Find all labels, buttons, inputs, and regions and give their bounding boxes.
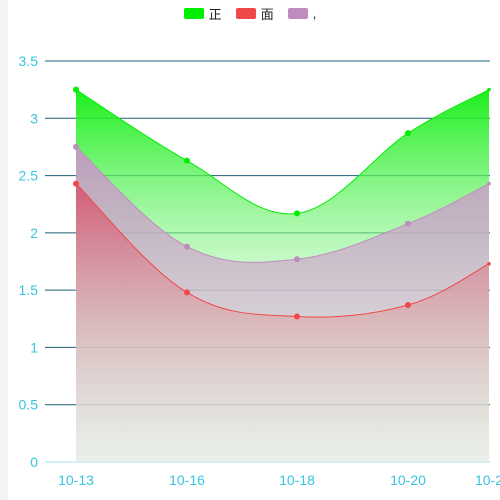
data-point[interactable] [405, 302, 411, 309]
point-layer [73, 86, 491, 320]
y-tick-label: 2 [30, 225, 38, 241]
x-tick-label: 10-20 [390, 472, 426, 488]
y-tick-label: 1 [30, 339, 38, 355]
legend-swatch-series-1 [183, 8, 204, 19]
data-point[interactable] [405, 220, 411, 227]
legend-label-series-3: , [312, 6, 317, 21]
y-tick-label: 3.5 [19, 53, 39, 69]
data-point[interactable] [487, 87, 491, 92]
data-point[interactable] [73, 180, 79, 187]
y-tick-label: 0 [30, 454, 38, 470]
chart-legend: 正 面 , [0, 4, 500, 23]
left-edge-strip [0, 0, 8, 500]
x-tick-label: 10-18 [279, 472, 315, 488]
legend-label-series-1: 正 [208, 7, 222, 22]
legend-swatch-series-3 [287, 8, 308, 19]
data-point[interactable] [184, 289, 190, 296]
area-fill-series-2 [76, 183, 489, 462]
data-point[interactable] [184, 157, 190, 164]
data-point[interactable] [73, 143, 79, 150]
series-line-3 [75, 146, 490, 263]
legend-item-series-3[interactable]: , [287, 6, 317, 21]
axis-label-layer: 0 0.5 1 1.5 2 2.5 3 3.5 10-13 10-16 10-18 10-20 10-2 [19, 53, 500, 488]
x-tick-label: 10-13 [58, 472, 94, 488]
data-point[interactable] [294, 256, 300, 263]
y-tick-label: 3 [30, 110, 38, 126]
data-point[interactable] [405, 130, 411, 137]
legend-label-series-2: 面 [260, 7, 274, 22]
data-point[interactable] [184, 243, 190, 250]
data-point[interactable] [487, 181, 491, 186]
data-point[interactable] [73, 86, 79, 93]
x-tick-label: 10-2 [475, 472, 500, 488]
y-tick-label: 2.5 [19, 168, 39, 184]
x-tick-label: 10-16 [169, 472, 205, 488]
data-point[interactable] [294, 210, 300, 217]
legend-item-series-2[interactable]: 面 [235, 4, 274, 23]
y-tick-label: 0.5 [19, 397, 39, 413]
area-layer [76, 89, 489, 463]
data-point[interactable] [294, 313, 300, 320]
series-line-2 [75, 183, 490, 318]
legend-item-series-1[interactable]: 正 [183, 4, 222, 23]
legend-swatch-series-2 [235, 8, 256, 19]
data-point[interactable] [487, 261, 491, 266]
y-tick-label: 1.5 [19, 282, 39, 298]
